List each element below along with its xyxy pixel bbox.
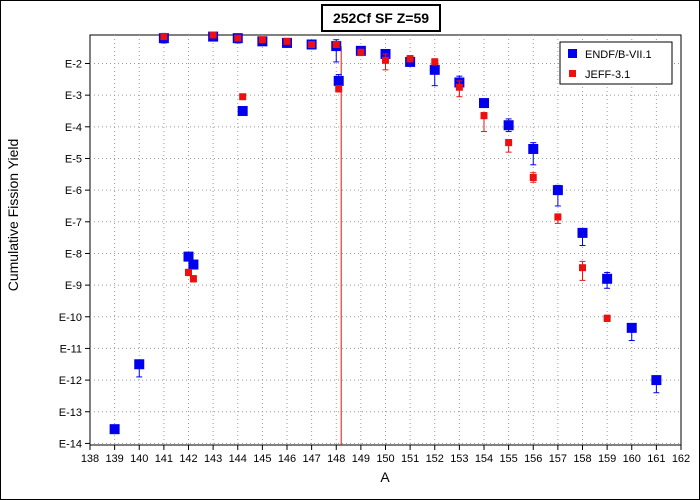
data-point: [602, 273, 613, 284]
data-point: [429, 64, 440, 75]
data-point: [183, 251, 194, 262]
data-point: [188, 259, 199, 270]
data-point: [431, 58, 439, 66]
data-point: [209, 31, 217, 39]
y-axis-title: Cumulative Fission Yield: [5, 139, 21, 292]
x-tick-label: 144: [229, 453, 247, 465]
data-point: [237, 105, 248, 116]
data-point: [308, 40, 316, 48]
data-point: [333, 75, 344, 86]
data-point: [109, 424, 120, 435]
chart-title-box: 252Cf SF Z=59: [321, 4, 441, 32]
data-point: [505, 139, 513, 147]
data-point: [455, 83, 463, 91]
data-point: [332, 40, 340, 48]
data-point: [357, 48, 365, 56]
y-tick-label: E-5: [65, 153, 82, 165]
data-point: [577, 227, 588, 238]
data-point: [603, 314, 611, 322]
data-point: [189, 275, 197, 283]
legend-marker-endf: [568, 49, 577, 58]
x-tick-label: 149: [352, 453, 370, 465]
x-tick-label: 160: [623, 453, 641, 465]
y-tick-label: E-11: [60, 343, 82, 355]
x-tick-label: 138: [81, 453, 99, 465]
series-layer: [109, 31, 662, 435]
x-tick-label: 157: [549, 453, 567, 465]
x-tick-label: 151: [401, 453, 419, 465]
x-tick-label: 147: [302, 453, 320, 465]
data-point: [503, 120, 514, 131]
x-tick-label: 155: [499, 453, 517, 465]
grid-layer: [90, 35, 681, 445]
data-point: [651, 375, 662, 386]
data-point: [234, 34, 242, 42]
data-point: [258, 36, 266, 44]
data-point: [283, 37, 291, 45]
y-tick-label: E-7: [65, 217, 82, 229]
axis-layer: 138 139 140 141 142 143 144 145 146 147 148 149 150 1…: [59, 58, 690, 465]
x-tick-label: 142: [179, 453, 197, 465]
y-tick-label: E-10: [59, 312, 82, 324]
x-axis-title: A: [380, 469, 390, 485]
x-tick-label: 161: [647, 453, 665, 465]
x-tick-label: 152: [426, 453, 444, 465]
y-tick-label: E-8: [65, 248, 82, 260]
x-tick-label: 141: [155, 453, 173, 465]
y-tick-label: E-6: [65, 185, 82, 197]
data-point: [160, 33, 168, 41]
x-tick-label: 139: [105, 453, 123, 465]
x-tick-label: 158: [573, 453, 591, 465]
x-tick-label: 154: [475, 453, 493, 465]
data-point: [529, 173, 537, 181]
x-tick-label: 150: [376, 453, 394, 465]
series-jeff: [160, 31, 611, 323]
data-point: [134, 359, 145, 370]
x-tick-label: 140: [130, 453, 148, 465]
y-tick-label: E-12: [59, 375, 82, 387]
x-tick-label: 159: [598, 453, 616, 465]
data-point: [579, 264, 586, 272]
x-tick-label: 153: [450, 453, 468, 465]
x-tick-label: 162: [672, 453, 690, 465]
y-tick-label: E-9: [65, 280, 82, 292]
x-tick-label: 145: [253, 453, 271, 465]
x-tick-label: 156: [524, 453, 542, 465]
data-point: [528, 143, 539, 154]
chart-title: 252Cf SF Z=59: [333, 10, 429, 26]
legend-label-jeff: JEFF-3.1: [585, 69, 630, 81]
data-point: [335, 85, 343, 93]
data-point: [554, 213, 562, 221]
data-point: [479, 98, 489, 109]
y-tick-label: E-4: [65, 122, 82, 134]
x-tick-label: 148: [327, 453, 345, 465]
y-tick-label: E-3: [65, 90, 82, 102]
legend-label-endf: ENDF/B-VII.1: [585, 49, 652, 61]
y-tick-label: E-2: [65, 58, 82, 70]
x-tick-label: 143: [204, 453, 222, 465]
y-tick-label: E-13: [59, 407, 82, 419]
data-point: [480, 112, 488, 120]
data-point: [185, 268, 192, 276]
legend-box: [559, 41, 673, 85]
data-point: [626, 322, 637, 333]
data-point: [239, 93, 247, 101]
data-point: [406, 55, 414, 63]
legend: ENDF/B-VII.1 JEFF-3.1: [559, 41, 673, 85]
legend-marker-jeff: [569, 70, 576, 77]
y-tick-label: E-14: [59, 438, 82, 450]
data-point: [382, 56, 389, 64]
data-point: [552, 185, 563, 196]
x-tick-label: 146: [278, 453, 296, 465]
